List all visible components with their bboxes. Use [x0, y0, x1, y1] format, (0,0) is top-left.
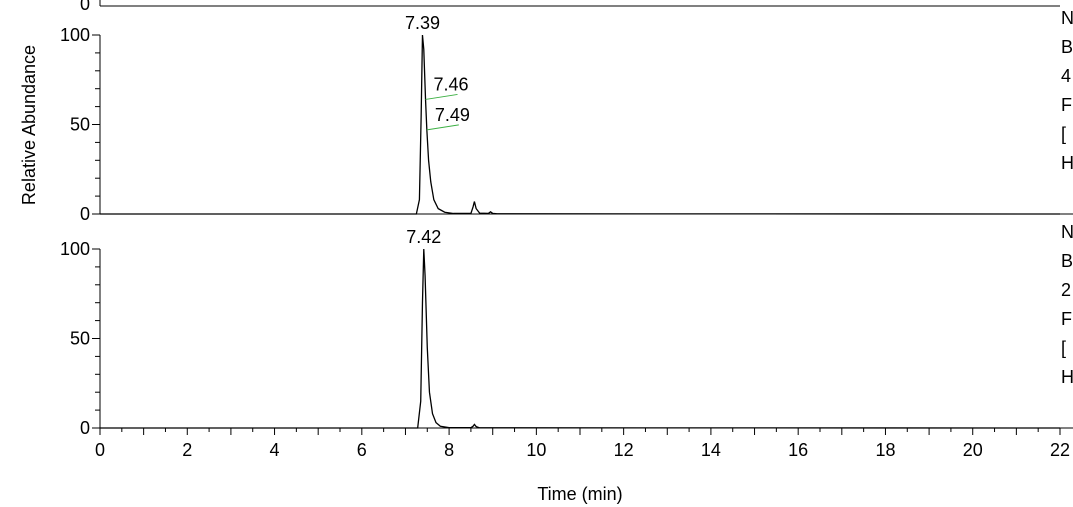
series-line — [100, 34, 1061, 215]
side-label: N — [1061, 8, 1073, 28]
x-tick-label: 18 — [875, 440, 895, 460]
side-label: F — [1061, 95, 1072, 115]
side-label: 4 — [1061, 66, 1071, 86]
x-tick-label: 12 — [614, 440, 634, 460]
series-line — [100, 248, 1061, 429]
peak-label: 7.39 — [405, 13, 440, 33]
x-tick-label: 22 — [1050, 440, 1070, 460]
y-tick-label: 50 — [70, 329, 90, 349]
side-label: 2 — [1061, 280, 1071, 300]
y-axis-label: Relative Abundance — [19, 45, 39, 205]
x-tick-label: 4 — [270, 440, 280, 460]
y-tick-label: 0 — [80, 204, 90, 224]
side-label: B — [1061, 37, 1073, 57]
side-label: [ — [1061, 338, 1066, 358]
x-tick-label: 16 — [788, 440, 808, 460]
x-axis-label: Time (min) — [537, 484, 622, 504]
panel-2: 0 50 100 7.42 NB 2 F [ H — [60, 222, 1073, 438]
annotation-leader — [425, 93, 458, 100]
x-tick-label: 2 — [182, 440, 192, 460]
annotation-label: 7.49 — [435, 105, 470, 125]
x-axis: 0 2 4 6 8 10 12 14 16 18 20 22 — [95, 428, 1070, 460]
x-tick-label: 0 — [95, 440, 105, 460]
x-tick-label: 20 — [963, 440, 983, 460]
x-tick-label: 14 — [701, 440, 721, 460]
side-label: H — [1061, 367, 1073, 387]
peak-label: 7.42 — [406, 227, 441, 247]
side-label: N — [1061, 222, 1073, 242]
side-label: [ — [1061, 124, 1066, 144]
top-panel-zero-label: 0 — [80, 0, 90, 14]
panel-1: 0 50 100 7.39 7.46 7.49 NB 4 F [ H — [60, 8, 1073, 224]
annotation-label: 7.46 — [434, 74, 469, 94]
x-tick-label: 6 — [357, 440, 367, 460]
y-tick-label: 50 — [70, 115, 90, 135]
y-tick-label: 0 — [80, 418, 90, 438]
y-tick-label: 100 — [60, 239, 90, 259]
side-label: F — [1061, 309, 1072, 329]
side-label: H — [1061, 153, 1073, 173]
annotation-leader — [426, 124, 459, 131]
side-label: B — [1061, 251, 1073, 271]
x-tick-label: 10 — [526, 440, 546, 460]
y-tick-label: 100 — [60, 25, 90, 45]
x-tick-label: 8 — [444, 440, 454, 460]
